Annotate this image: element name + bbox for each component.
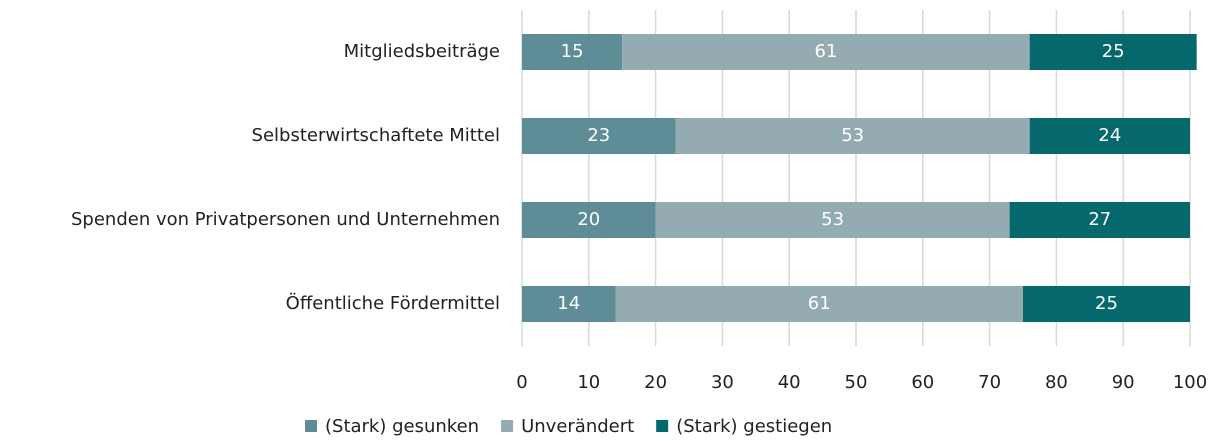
value-label: 53 <box>821 209 844 230</box>
bar-segment <box>622 34 1030 70</box>
x-tick-label: 20 <box>644 372 667 393</box>
x-tick-label: 60 <box>911 372 934 393</box>
bar-segment <box>1023 286 1190 322</box>
value-label: 25 <box>1102 41 1125 62</box>
x-tick-label: 10 <box>577 372 600 393</box>
x-tick-label: 0 <box>516 372 527 393</box>
value-label: 14 <box>557 293 580 314</box>
value-label: 15 <box>561 41 584 62</box>
bar-segment <box>655 202 1010 238</box>
legend-label: (Stark) gesunken <box>325 416 479 437</box>
value-label: 53 <box>841 125 864 146</box>
bar-segment <box>522 118 676 154</box>
bar-segment <box>522 286 616 322</box>
y-tick-label: Mitgliedsbeiträge <box>344 41 500 62</box>
value-label: 61 <box>814 41 837 62</box>
x-tick-label: 70 <box>978 372 1001 393</box>
x-tick-label: 40 <box>778 372 801 393</box>
bar-segment <box>1029 118 1190 154</box>
bar-segment <box>522 202 656 238</box>
bar-segment <box>615 286 1023 322</box>
bar-segment <box>522 34 623 70</box>
value-label: 61 <box>808 293 831 314</box>
x-tick-label: 100 <box>1173 372 1207 393</box>
y-tick-label: Selbsterwirtschaftete Mittel <box>252 125 500 146</box>
value-label: 24 <box>1098 125 1121 146</box>
value-label: 25 <box>1095 293 1118 314</box>
legend-swatch <box>501 420 514 432</box>
x-tick-label: 90 <box>1112 372 1135 393</box>
x-tick-label: 50 <box>845 372 868 393</box>
y-tick-label: Öffentliche Fördermittel <box>286 292 500 314</box>
bar-segment <box>1009 202 1190 238</box>
x-tick-label: 30 <box>711 372 734 393</box>
legend-label: Unverändert <box>521 416 634 437</box>
value-label: 20 <box>577 209 600 230</box>
legend-label: (Stark) gestiegen <box>676 416 832 437</box>
bar-segment <box>675 118 1030 154</box>
value-label: 27 <box>1088 209 1111 230</box>
y-tick-label: Spenden von Privatpersonen und Unternehm… <box>71 209 500 230</box>
bar-segment <box>1029 34 1197 70</box>
value-label: 23 <box>587 125 610 146</box>
legend-swatch <box>656 420 669 432</box>
legend-swatch <box>305 420 317 432</box>
x-tick-label: 80 <box>1045 372 1068 393</box>
